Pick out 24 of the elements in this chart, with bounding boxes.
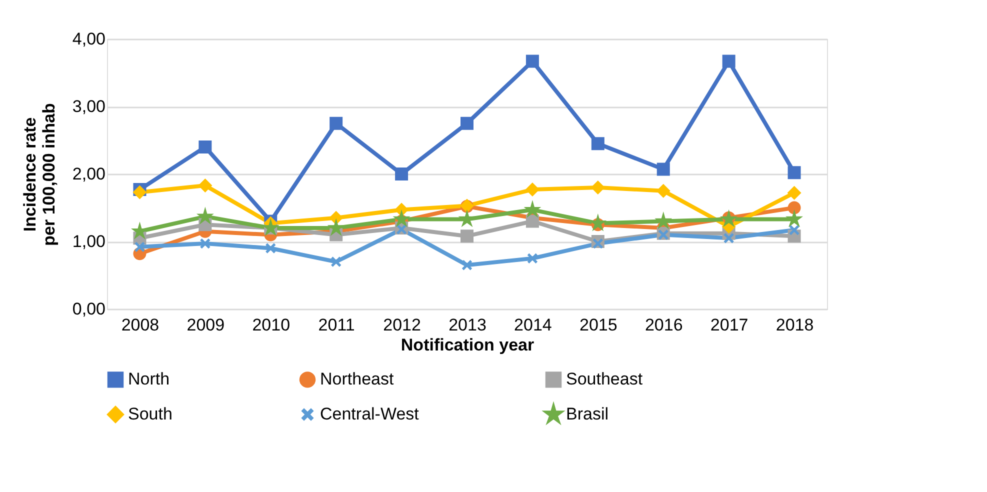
x-tick-label: 2010 — [252, 316, 290, 334]
x-tick-label: 2012 — [383, 316, 421, 334]
legend-label: South — [128, 404, 172, 424]
y-tick-label: 1,00 — [72, 232, 106, 251]
y-tick-label: 3,00 — [72, 97, 106, 116]
legend-label: Central-West — [320, 404, 420, 424]
y-axis-title: Incidence rate per 100,000 inhab — [20, 103, 58, 246]
y-tick-label: 4,00 — [72, 30, 106, 48]
legend-label: North — [128, 370, 170, 389]
y-tick-label: 0,00 — [72, 300, 106, 318]
legend-label: Northeast — [320, 370, 394, 389]
x-tick-label: 2008 — [121, 316, 160, 334]
x-tick-label: 2016 — [644, 316, 683, 334]
x-tick-label: 2018 — [776, 316, 814, 334]
x-tick-label: 2014 — [514, 316, 552, 334]
legend-label: Brasil — [566, 404, 609, 424]
x-tick-label: 2015 — [579, 316, 618, 334]
y-tick-label: 2,00 — [72, 164, 106, 184]
legend-label: Southeast — [566, 370, 643, 389]
x-tick-label: 2017 — [710, 316, 748, 334]
x-tick-label: 2011 — [318, 316, 355, 334]
x-tick-label: 2009 — [186, 316, 225, 334]
x-tick-label: 2013 — [448, 316, 486, 334]
x-axis-title: Notification year — [400, 336, 534, 354]
